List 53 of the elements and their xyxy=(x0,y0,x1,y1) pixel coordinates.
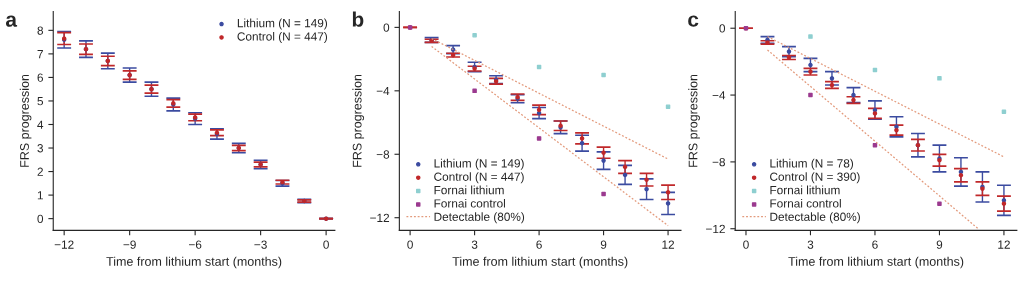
legend-label: Control (N = 390) xyxy=(770,172,860,184)
y-tick-label: 0 xyxy=(383,23,390,32)
x-tick-label: 3 xyxy=(807,240,814,249)
y-tick-label: 5 xyxy=(37,97,44,106)
legend-label: Fornai lithium xyxy=(770,185,840,195)
legend-label: Fornai lithium xyxy=(434,185,504,195)
x-tick-label: 0 xyxy=(407,240,413,249)
legend-label: Lithium (N = 149) xyxy=(434,158,524,170)
y-tick-label: −12 xyxy=(370,213,390,222)
legend-label: Lithium (N = 78) xyxy=(770,158,854,170)
x-tick-label: 0 xyxy=(323,240,329,249)
y-tick-label: 0 xyxy=(37,214,44,224)
x-axis-title: Time from lithium start (months) xyxy=(452,256,628,269)
legend-label: Fornai control xyxy=(434,198,505,208)
y-tick-label: 6 xyxy=(37,73,44,82)
y-tick-label: −8 xyxy=(376,150,390,159)
y-tick-label: 4 xyxy=(37,120,44,129)
chart-title: c xyxy=(688,15,699,27)
x-tick-label: 3 xyxy=(471,240,478,249)
y-axis-title: FRS progression xyxy=(352,74,365,167)
legend-label: Detectable (80%) xyxy=(434,212,525,224)
x-tick-label: −9 xyxy=(123,240,136,249)
y-tick-label: 8 xyxy=(37,26,44,35)
legend-label: Control (N = 447) xyxy=(434,172,524,184)
y-tick-label: −8 xyxy=(712,157,725,167)
y-tick-label: 7 xyxy=(37,50,43,59)
x-tick-label: 9 xyxy=(600,240,607,249)
y-tick-label: 3 xyxy=(37,144,44,153)
x-tick-label: 9 xyxy=(936,240,943,249)
y-tick-label: −4 xyxy=(376,86,390,96)
x-axis-title: Time from lithium start (months) xyxy=(106,256,282,269)
x-tick-label: 12 xyxy=(998,240,1010,249)
x-tick-label: 6 xyxy=(872,240,878,249)
x-tick-label: 6 xyxy=(536,240,542,249)
y-axis-title: FRS progression xyxy=(688,74,700,167)
x-tick-label: −12 xyxy=(54,240,74,249)
y-tick-label: 1 xyxy=(37,191,43,200)
legend-label: Control (N = 447) xyxy=(237,31,328,43)
x-tick-label: −3 xyxy=(254,240,267,249)
legend-label: Detectable (80%) xyxy=(770,212,860,224)
y-tick-label: −4 xyxy=(712,91,726,100)
x-axis-title: Time from lithium start (months) xyxy=(788,256,964,269)
chart-title: b xyxy=(352,11,364,27)
legend-label: Lithium (N = 149) xyxy=(237,18,328,30)
x-tick-label: 12 xyxy=(662,240,675,249)
y-tick-label: −12 xyxy=(706,224,725,234)
legend-label: Fornai control xyxy=(770,198,841,208)
x-tick-label: −6 xyxy=(188,240,202,249)
y-tick-label: 0 xyxy=(719,24,726,33)
y-axis-title: FRS progression xyxy=(19,74,32,167)
y-tick-label: 2 xyxy=(37,167,43,176)
x-tick-label: 0 xyxy=(743,240,749,249)
chart-title: a xyxy=(5,15,18,27)
